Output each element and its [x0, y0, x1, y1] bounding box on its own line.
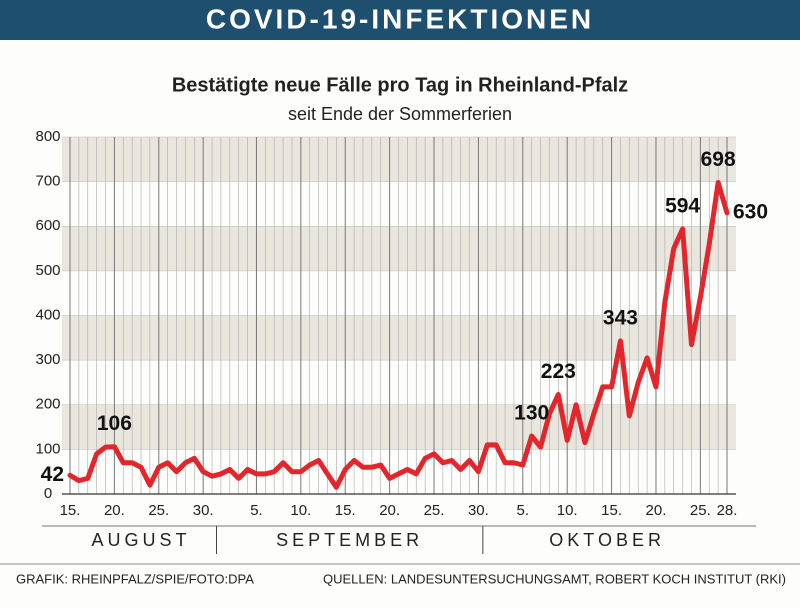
month-label: OKTOBER [549, 530, 665, 550]
x-tick-label: 15. [335, 502, 356, 519]
x-tick-label: 30. [193, 502, 214, 519]
x-tick-label: 5. [517, 502, 530, 519]
data-label: 42 [41, 463, 64, 486]
y-tick-label: 600 [35, 217, 60, 234]
y-tick-label: 700 [35, 173, 60, 190]
y-tick-label: 400 [35, 306, 60, 323]
data-label: 343 [603, 306, 638, 329]
grid-band [62, 404, 736, 450]
x-tick-label: 15. [60, 502, 81, 519]
x-tick-label: 20. [104, 502, 125, 519]
data-label: 130 [514, 402, 549, 425]
header-title: COVID-19-INFEKTIONEN [206, 3, 594, 34]
footer-left: GRAFIK: RHEINPFALZ/SPIE/FOTO:DPA [16, 571, 254, 586]
x-tick-label: 15. [601, 502, 622, 519]
grid-band [62, 137, 736, 182]
chart-subtitle: seit Ende der Sommerferien [288, 104, 512, 124]
x-tick-label: 5. [250, 502, 263, 519]
month-label: AUGUST [92, 530, 191, 550]
y-tick-label: 800 [35, 128, 60, 145]
x-tick-label: 20. [646, 502, 667, 519]
x-tick-label: 25. [424, 502, 445, 519]
x-tick-label: 28. [717, 502, 738, 519]
month-label: SEPTEMBER [276, 530, 423, 550]
data-label: 698 [701, 148, 736, 171]
x-tick-label: 30. [468, 502, 489, 519]
data-line [67, 180, 730, 490]
x-tick-label: 20. [379, 502, 400, 519]
grid-band [62, 226, 736, 271]
chart-title: Bestätigte neue Fälle pro Tag in Rheinla… [172, 74, 628, 96]
header-band [0, 0, 800, 40]
data-label: 106 [97, 412, 132, 435]
y-tick-label: 0 [44, 485, 52, 502]
x-tick-label: 10. [557, 502, 578, 519]
y-tick-label: 500 [35, 262, 60, 279]
footer-right: QUELLEN: LANDESUNTERSUCHUNGSAMT, ROBERT … [323, 571, 786, 586]
x-tick-label: 25. [690, 502, 711, 519]
data-label: 223 [541, 360, 576, 383]
x-tick-label: 25. [148, 502, 169, 519]
data-label: 594 [665, 194, 700, 217]
y-tick-label: 200 [35, 396, 60, 413]
x-tick-label: 10. [290, 502, 311, 519]
y-tick-label: 100 [35, 440, 60, 457]
y-tick-label: 300 [35, 351, 60, 368]
data-label: 630 [733, 200, 768, 223]
